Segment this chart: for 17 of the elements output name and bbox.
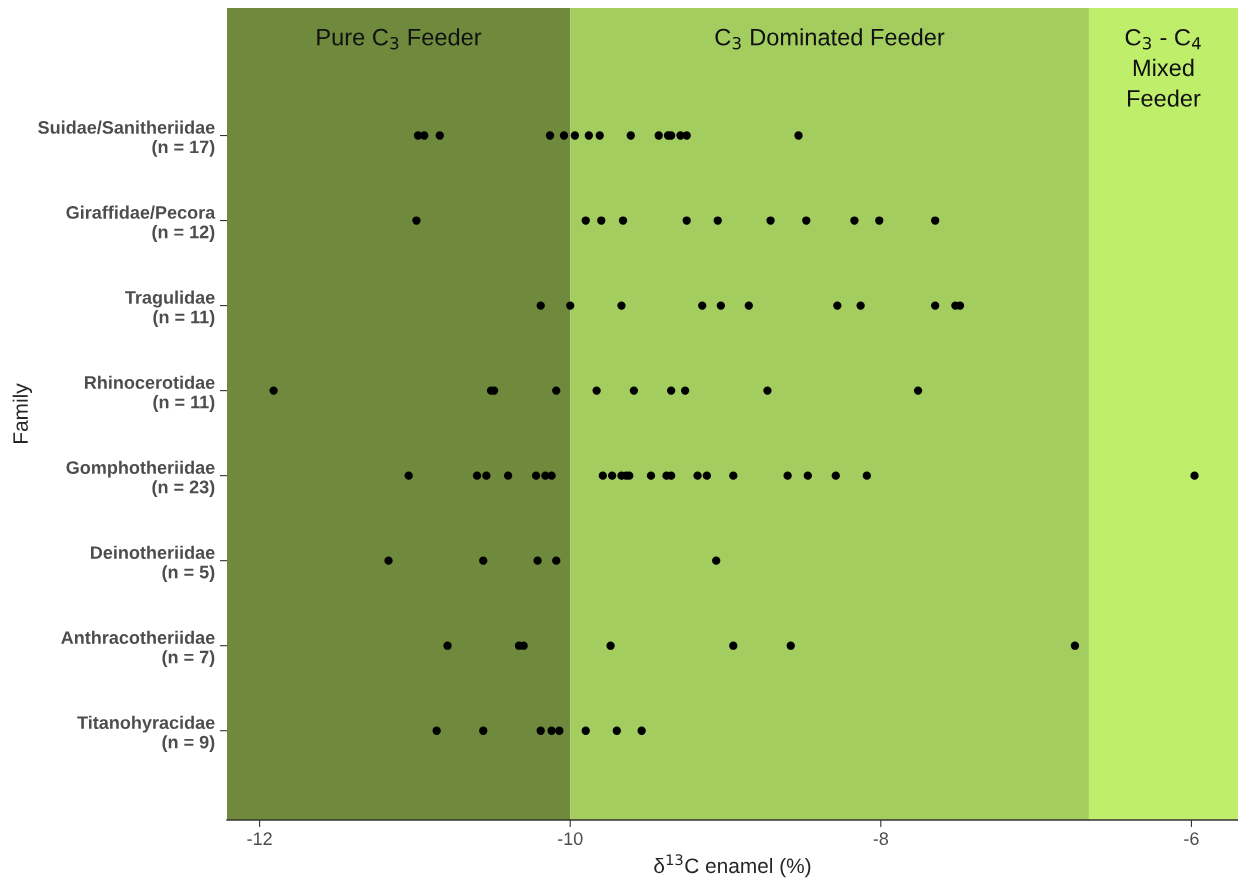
band-label: Pure C$_{3}$ Feeder — [317, 28, 482, 50]
y-tick-label: Deinotheriidae (n = 5) — [91, 545, 215, 582]
band-label: C$_{3}$ - C$_{4}$ Mixed Feeder — [1125, 28, 1201, 107]
y-tick-label: Anthracotheriidae (n = 7) — [61, 630, 215, 668]
y-tick-label: Gomphotheriidae (n = 23) — [66, 460, 215, 497]
x-tick-label: -10 — [557, 832, 583, 846]
y-tick-label: Suidae/Sanitheriidae (n = 17) — [38, 120, 215, 157]
x-tick-label: -8 — [873, 832, 889, 846]
x-tick-label: -12 — [247, 832, 272, 845]
y-tick-label: Tragulidae (n = 11) — [125, 290, 215, 327]
y-axis-title: Family — [12, 383, 33, 443]
band-label: C$_{3}$ Dominated Feeder — [715, 28, 945, 50]
y-tick-label: Titanohyracidae (n = 9) — [77, 715, 215, 753]
y-tick-label: Rhinocerotidae (n = 11) — [84, 375, 215, 412]
x-axis-title: δ$^{13}$C enamel (%) — [654, 854, 811, 878]
y-tick-label: Giraffidae/Pecora (n = 12) — [66, 205, 216, 242]
x-tick-label: -6 — [1184, 832, 1199, 846]
